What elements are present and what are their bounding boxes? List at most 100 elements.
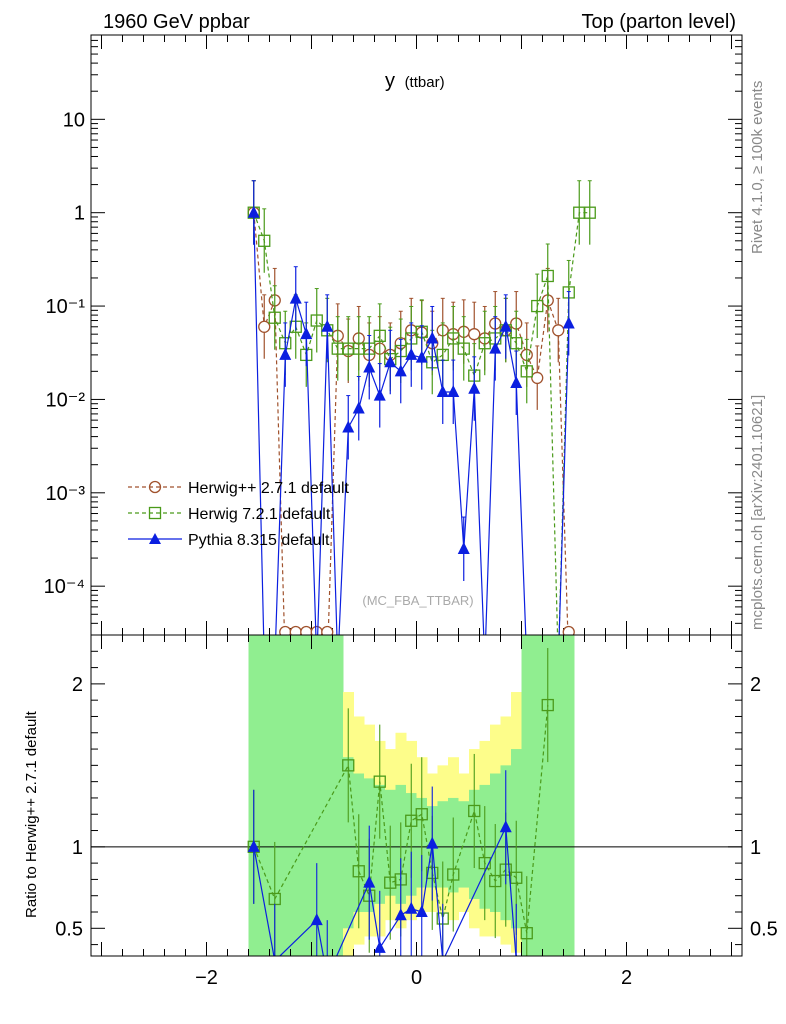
ratio-point [247,839,260,852]
main-point [541,269,554,283]
ratio-band-green [259,635,270,956]
ratio-series-group [247,648,554,982]
main-point [468,381,481,394]
ratio-point [415,905,428,918]
main-point [373,329,386,342]
ratio-y-axis-label: Ratio to Herwig++ 2.7.1 default [23,710,40,918]
main-point [300,327,313,340]
ratio-point [394,908,407,921]
ratio-band-green [542,635,554,956]
ratio-series-line [253,705,549,934]
ratio-band-green [332,635,344,956]
main-y-ticks: 10 1 10⁻¹ 10⁻² 10⁻³ 10⁻⁴ [44,34,742,636]
ratio-band-green [521,635,533,956]
ratio-x-ticks: −2 0 2 [101,635,732,989]
main-point [510,337,523,350]
ratio-y-tick-label: 1 [72,837,83,859]
main-point [457,342,470,355]
ratio-y-tick-label-right: 1 [750,837,761,859]
legend-entry-herwig7: Herwig 7.2.1 default [128,506,331,523]
legend-marker-herwig7 [148,506,162,520]
ratio-panel: 2 2 1 1 0.5 0.5 −2 0 2 Ratio to Herwig++ 2.7.1 … [23,634,778,989]
main-point [552,324,565,337]
ratio-point [310,913,323,926]
main-point [342,420,355,433]
main-point [373,388,386,401]
main-y-tick-label: 1 [74,203,85,225]
main-point [268,311,281,324]
rivet-version-label: Rivet 4.1.0, ≥ 100k events [749,81,766,254]
header-right-label: Top (parton level) [581,11,736,33]
ratio-band-green [437,801,449,888]
ratio-band-green [553,635,564,956]
legend-label-herwigpp: Herwig++ 2.7.1 default [188,480,350,497]
main-point [384,355,397,368]
main-panel: 10 1 10⁻¹ 10⁻² 10⁻³ 10⁻⁴ y (ttbar) (MC_FBA_TT… [44,34,743,636]
ratio-point [373,940,386,953]
plot-title: y (ttbar) [385,70,445,92]
main-point-floor [321,625,334,635]
main-point [468,328,481,341]
main-y-tick-label: 10⁻⁴ [44,576,85,598]
ratio-point [415,808,428,821]
main-point [426,331,439,344]
ratio-point [321,970,333,982]
ratio-point [373,775,386,788]
ratio-point [489,874,502,888]
ratio-band-green [322,635,333,956]
main-point [447,385,460,398]
main-y-tick-label: 10 [63,109,85,131]
legend-entry-pythia: Pythia 8.315 default [128,532,330,549]
ratio-point [499,820,512,833]
ratio-point [510,871,523,884]
main-x-ticks [101,35,732,635]
main-y-tick-label: 10⁻³ [46,483,86,505]
legend-marker-herwigpp [148,480,162,494]
main-point [289,291,302,304]
main-point [394,364,407,377]
ratio-band-green [269,635,281,956]
x-tick-label: −2 [195,967,218,989]
ratio-point [447,868,460,881]
main-point [499,319,512,332]
legend-label-herwig7: Herwig 7.2.1 default [188,506,331,523]
ratio-point [405,901,418,914]
ratio-band-green [301,635,312,956]
ratio-band-green [311,635,323,956]
main-point [531,299,544,313]
main-point [447,332,460,345]
legend-marker-pythia [149,533,161,544]
header-left-label: 1960 GeV ppbar [103,11,250,33]
main-point [489,341,502,354]
ratio-band-green [563,635,575,956]
main-point [321,319,334,332]
main-series-group [247,180,596,635]
legend: Herwig++ 2.7.1 default Herwig 7.2.1 defa… [128,480,350,549]
legend-entry-herwigpp: Herwig++ 2.7.1 default [128,480,350,497]
x-tick-label: 0 [411,967,422,989]
main-point-floor [562,625,575,635]
ratio-point [352,865,365,878]
main-point [436,385,449,398]
main-series-1 [247,180,596,635]
main-series-2 [247,180,575,635]
main-point [247,205,260,218]
ratio-point [405,814,418,827]
ratio-point [515,953,518,956]
ratio-series-1 [247,770,518,982]
ratio-y-tick-label: 0.5 [55,918,83,940]
main-point [520,365,533,378]
ratio-y-ticks: 2 2 1 1 0.5 0.5 [55,650,778,946]
ratio-band-green [374,784,386,904]
ratio-point [342,759,355,772]
plot-title-main: y [385,70,395,92]
ratio-point [363,875,376,888]
ratio-band-green [280,635,291,956]
ratio-point [478,856,491,870]
ratio-band-green [532,635,543,956]
plot-title-sub: (ttbar) [405,74,445,91]
main-point [531,371,544,385]
ratio-point [520,927,533,940]
ratio-point [441,953,444,956]
